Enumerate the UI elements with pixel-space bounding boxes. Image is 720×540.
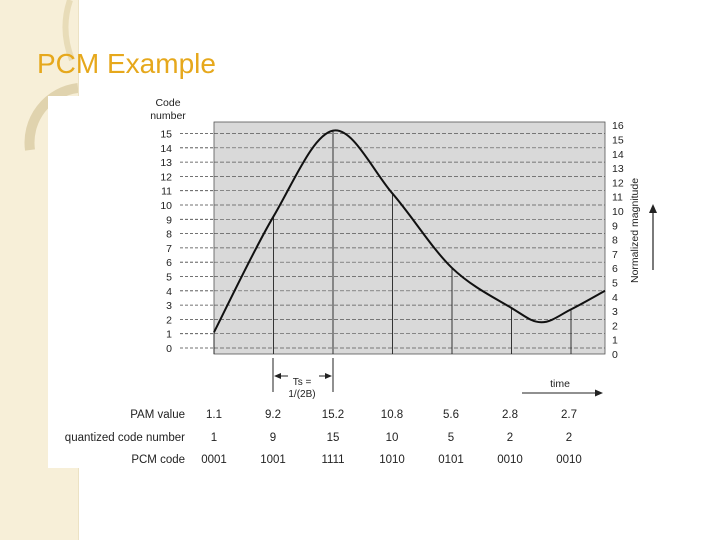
grid-area: [213, 121, 606, 355]
pcm-code-cell: 0001: [201, 454, 227, 466]
left-axis-title-line1: Code: [155, 97, 180, 109]
code-number-cell: 2: [507, 432, 513, 444]
left-tick-label: 9: [166, 214, 172, 226]
right-tick-label: 1: [612, 335, 618, 347]
left-tick-label: 1: [166, 329, 172, 341]
left-tick-label: 2: [166, 314, 172, 326]
code-number-cell: 5: [448, 432, 454, 444]
slide-title: PCM Example: [37, 48, 216, 79]
pam-value-cell: 15.2: [322, 409, 344, 421]
pcm-code-cell: 0101: [438, 454, 464, 466]
right-tick-label: 0: [612, 349, 618, 361]
time-label: time: [550, 378, 570, 390]
right-tick-label: 3: [612, 306, 618, 318]
pcm-code-cell: 1111: [321, 454, 344, 466]
right-tick-label: 10: [612, 206, 624, 218]
left-tick-label: 14: [160, 143, 172, 155]
pcm-code-cell: 1010: [379, 454, 405, 466]
left-tick-label: 5: [166, 272, 172, 284]
ts-interval-marker: [272, 358, 334, 392]
code-number-cell: 10: [386, 432, 399, 444]
code-number-cell: 1: [211, 432, 217, 444]
right-tick-label: 14: [612, 149, 624, 161]
left-tick-label: 3: [166, 300, 172, 312]
pam-value-cell: 2.8: [502, 409, 518, 421]
right-tick-label: 13: [612, 163, 624, 175]
right-tick-label: 16: [612, 120, 624, 132]
code-number-cell: 15: [327, 432, 340, 444]
left-tick-label: 4: [166, 286, 172, 298]
pcm-code-cell: 0010: [556, 454, 582, 466]
pam-value-cell: 9.2: [265, 409, 281, 421]
pam-value-cell: 5.6: [443, 409, 459, 421]
value-table: 1.1 9.2 15.2 10.8 5.6 2.8 2.7 1 9 15 10 5 2 2 0001 1001…: [201, 409, 582, 466]
pam-value-cell: 10.8: [381, 409, 403, 421]
left-tick-label: 10: [160, 200, 172, 212]
right-tick-label: 6: [612, 263, 618, 275]
row-label-pcm: PCM code: [131, 454, 185, 466]
left-tick-label: 6: [166, 257, 172, 269]
right-tick-label: 4: [612, 292, 618, 304]
left-tick-label: 12: [160, 171, 172, 183]
left-axis-title-line2: number: [150, 110, 186, 122]
signal-curve: [213, 129, 606, 333]
pam-value-cell: 2.7: [561, 409, 577, 421]
right-tick-label: 12: [612, 177, 624, 189]
right-tick-label: 9: [612, 220, 618, 232]
row-label-quantized: quantized code number: [65, 432, 185, 444]
pcm-code-cell: 1001: [260, 454, 286, 466]
code-number-cell: 9: [270, 432, 276, 444]
right-tick-label: 8: [612, 235, 618, 247]
right-tick-label: 2: [612, 320, 618, 332]
left-tick-label: 0: [166, 343, 172, 355]
sample-lines: [213, 130, 572, 354]
left-tick-label: 7: [166, 243, 172, 255]
right-axis-label: Normalized magnitude: [629, 178, 641, 283]
pcm-code-cell: 0010: [497, 454, 523, 466]
right-tick-label: 15: [612, 135, 624, 147]
left-tick-label: 8: [166, 229, 172, 241]
right-tick-label: 5: [612, 278, 618, 290]
right-tick-label: 11: [612, 192, 623, 204]
pam-value-cell: 1.1: [206, 409, 222, 421]
left-tick-label: 11: [161, 186, 172, 198]
left-tick-label: 13: [160, 157, 172, 169]
left-tick-label: 15: [160, 129, 172, 141]
grid-lines: [180, 133, 605, 349]
row-label-pam: PAM value: [130, 409, 185, 421]
magnitude-arrow-icon: [649, 204, 657, 213]
right-tick-label: 7: [612, 249, 618, 261]
decorative-arc: [24, 0, 78, 151]
ts-label-line1: Ts =: [293, 377, 312, 388]
code-number-cell: 2: [566, 432, 572, 444]
time-arrow-icon: [595, 389, 603, 397]
ts-label-line2: 1/(2B): [288, 389, 315, 400]
